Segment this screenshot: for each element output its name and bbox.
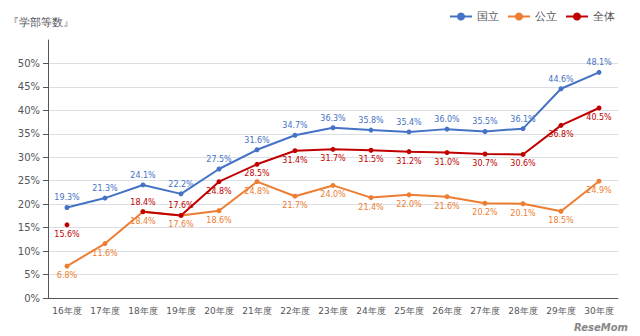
- svg-text:30.7%: 30.7%: [472, 159, 498, 168]
- svg-text:22.0%: 22.0%: [396, 200, 422, 209]
- svg-text:19年度: 19年度: [166, 306, 195, 316]
- svg-text:0%: 0%: [24, 293, 40, 304]
- svg-text:36.8%: 36.8%: [548, 130, 574, 139]
- svg-text:18.6%: 18.6%: [206, 216, 232, 225]
- svg-text:40.5%: 40.5%: [586, 113, 612, 122]
- svg-text:6.8%: 6.8%: [57, 271, 78, 280]
- svg-text:45%: 45%: [18, 81, 40, 92]
- svg-text:20%: 20%: [18, 199, 40, 210]
- svg-text:21年度: 21年度: [242, 306, 271, 316]
- svg-text:25%: 25%: [18, 175, 40, 186]
- svg-text:ReseMom: ReseMom: [574, 322, 628, 333]
- svg-text:10%: 10%: [18, 246, 40, 257]
- svg-text:31.0%: 31.0%: [434, 158, 460, 167]
- svg-text:24.8%: 24.8%: [244, 187, 270, 196]
- svg-text:40%: 40%: [18, 105, 40, 116]
- svg-text:35.4%: 35.4%: [396, 118, 422, 127]
- svg-text:24.9%: 24.9%: [586, 186, 612, 195]
- svg-text:11.6%: 11.6%: [92, 249, 118, 258]
- svg-text:31.4%: 31.4%: [282, 156, 308, 165]
- svg-text:31.2%: 31.2%: [396, 157, 422, 166]
- svg-text:35%: 35%: [18, 128, 40, 139]
- svg-text:19.3%: 19.3%: [54, 193, 80, 202]
- svg-text:20.2%: 20.2%: [472, 208, 498, 217]
- svg-text:31.5%: 31.5%: [358, 155, 384, 164]
- svg-text:17年度: 17年度: [90, 306, 119, 316]
- svg-text:30%: 30%: [18, 152, 40, 163]
- svg-text:16年度: 16年度: [52, 306, 81, 316]
- svg-text:21.3%: 21.3%: [92, 184, 118, 193]
- svg-text:36.1%: 36.1%: [510, 115, 536, 124]
- svg-text:22年度: 22年度: [280, 306, 309, 316]
- svg-text:22.2%: 22.2%: [168, 180, 194, 189]
- svg-text:27.5%: 27.5%: [206, 155, 232, 164]
- svg-text:25年度: 25年度: [394, 306, 423, 316]
- svg-text:15.6%: 15.6%: [54, 230, 80, 239]
- svg-text:36.0%: 36.0%: [434, 115, 460, 124]
- svg-text:18年度: 18年度: [128, 306, 157, 316]
- svg-text:30.6%: 30.6%: [510, 159, 536, 168]
- svg-text:35.5%: 35.5%: [472, 117, 498, 126]
- svg-text:28年度: 28年度: [508, 306, 537, 316]
- svg-text:30年度: 30年度: [584, 306, 613, 316]
- svg-text:31.7%: 31.7%: [320, 154, 346, 163]
- svg-text:28.5%: 28.5%: [244, 169, 270, 178]
- svg-text:44.6%: 44.6%: [548, 75, 574, 84]
- svg-text:18.4%: 18.4%: [130, 198, 156, 207]
- svg-text:21.6%: 21.6%: [434, 202, 460, 211]
- svg-text:26年度: 26年度: [432, 306, 461, 316]
- svg-text:24年度: 24年度: [356, 306, 385, 316]
- svg-text:31.6%: 31.6%: [244, 136, 270, 145]
- svg-text:21.4%: 21.4%: [358, 203, 384, 212]
- svg-text:20年度: 20年度: [204, 306, 233, 316]
- svg-text:36.3%: 36.3%: [320, 114, 346, 123]
- svg-text:公立: 公立: [535, 10, 557, 23]
- svg-text:『学部等数』: 『学部等数』: [8, 16, 74, 29]
- svg-text:29年度: 29年度: [546, 306, 575, 316]
- svg-text:5%: 5%: [24, 269, 40, 280]
- svg-text:24.1%: 24.1%: [130, 171, 156, 180]
- svg-text:17.6%: 17.6%: [168, 201, 194, 210]
- svg-text:35.8%: 35.8%: [358, 116, 384, 125]
- svg-text:国立: 国立: [477, 10, 499, 23]
- svg-text:48.1%: 48.1%: [586, 58, 612, 67]
- svg-text:17.6%: 17.6%: [168, 220, 194, 229]
- svg-text:24.0%: 24.0%: [320, 190, 346, 199]
- svg-text:24.8%: 24.8%: [206, 187, 232, 196]
- svg-text:23年度: 23年度: [318, 306, 347, 316]
- svg-text:21.7%: 21.7%: [282, 201, 308, 210]
- svg-text:全体: 全体: [593, 10, 615, 23]
- svg-text:27年度: 27年度: [470, 306, 499, 316]
- svg-text:20.1%: 20.1%: [510, 209, 536, 218]
- svg-text:15%: 15%: [18, 222, 40, 233]
- svg-text:50%: 50%: [18, 58, 40, 69]
- svg-text:18.5%: 18.5%: [548, 216, 574, 225]
- svg-text:34.7%: 34.7%: [282, 121, 308, 130]
- svg-text:18.4%: 18.4%: [130, 217, 156, 226]
